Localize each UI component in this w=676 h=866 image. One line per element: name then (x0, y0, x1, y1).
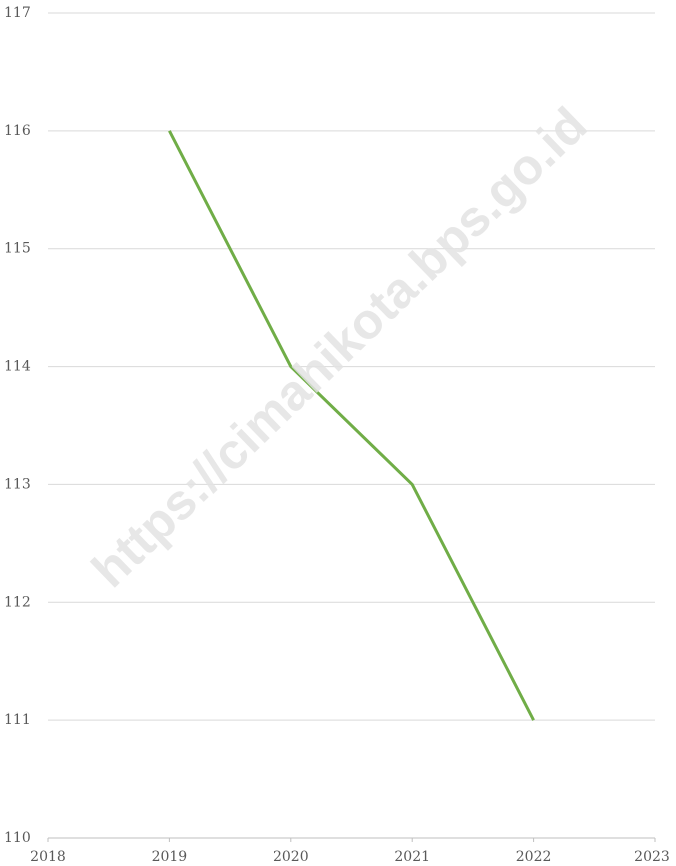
y-tick-label: 114 (4, 359, 31, 375)
y-tick-label: 110 (4, 830, 31, 846)
y-tick-label: 115 (4, 241, 31, 257)
y-tick-label: 112 (4, 594, 31, 610)
x-tick-label: 2019 (152, 849, 188, 865)
watermark: https://cimahikota.bps.go.id (81, 97, 597, 598)
y-tick-label: 117 (4, 5, 31, 21)
x-tick-label: 2023 (634, 849, 670, 865)
y-tick-label: 116 (4, 123, 31, 139)
x-tick-label: 2022 (516, 849, 552, 865)
y-tick-label: 111 (4, 712, 31, 728)
x-tick-label: 2020 (273, 849, 309, 865)
data-line (168, 130, 535, 721)
grid (47, 12, 656, 842)
x-tick-label: 2018 (30, 849, 66, 865)
x-tick-label: 2021 (394, 849, 430, 865)
y-tick-label: 113 (4, 476, 31, 492)
